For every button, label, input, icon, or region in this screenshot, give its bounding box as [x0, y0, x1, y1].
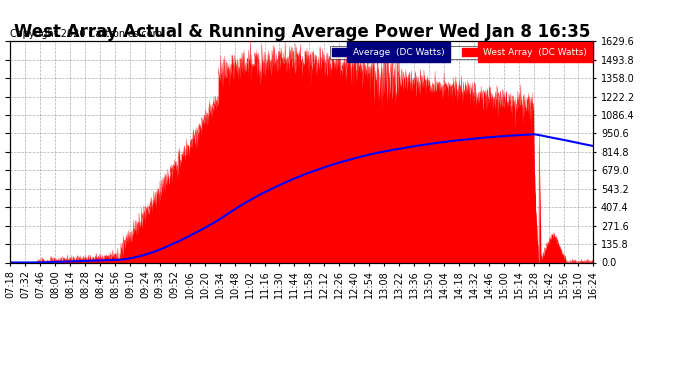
Legend: Average  (DC Watts), West Array  (DC Watts): Average (DC Watts), West Array (DC Watts…	[331, 46, 589, 58]
Title: West Array Actual & Running Average Power Wed Jan 8 16:35: West Array Actual & Running Average Powe…	[14, 23, 590, 41]
Text: Copyright 2020 Cartronics.com: Copyright 2020 Cartronics.com	[10, 29, 162, 39]
